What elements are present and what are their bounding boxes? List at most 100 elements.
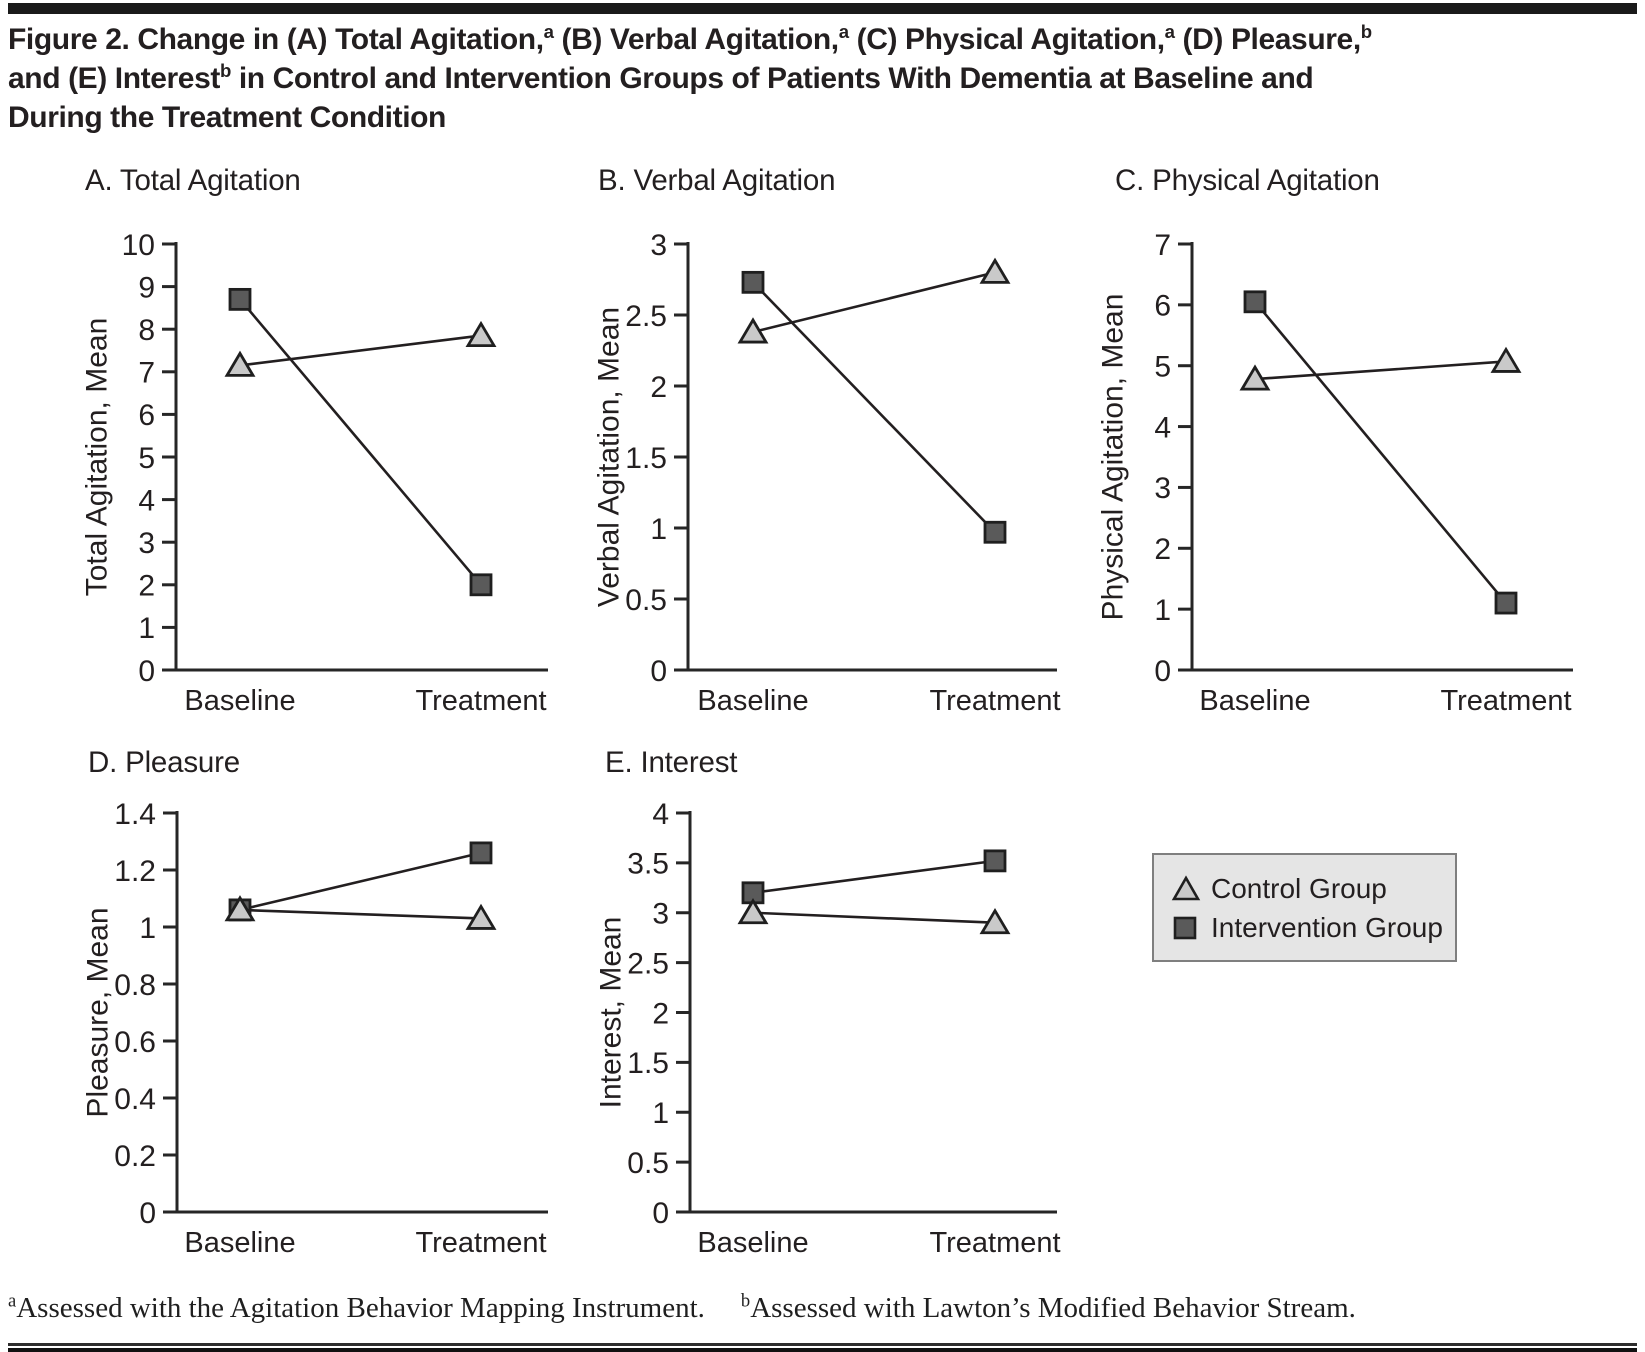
- y-tick-label: 1.2: [114, 855, 156, 888]
- triangle-marker: [1239, 364, 1271, 391]
- y-tick-label: 2: [652, 997, 669, 1030]
- legend-label: Intervention Group: [1211, 911, 1443, 943]
- y-tick-label: 3: [652, 898, 669, 931]
- square-glyph: [1173, 916, 1197, 939]
- panel-title-a: A. Total Agitation: [85, 164, 301, 197]
- series-line-square: [1254, 300, 1507, 604]
- footnote-superscript: b: [740, 1290, 751, 1311]
- y-tick-label: 1.5: [625, 442, 667, 475]
- footnote-superscript: a: [8, 1290, 17, 1311]
- y-tick-label: 1: [1154, 594, 1171, 627]
- y-tick-label: 0.5: [625, 584, 667, 617]
- title-superscript: b: [1360, 21, 1372, 42]
- figure-title: Figure 2. Change in (A) Total Agitation,…: [8, 20, 1640, 137]
- y-tick-label: 0: [652, 1197, 669, 1230]
- y-axis-label: Total Agitation, Mean: [81, 318, 114, 597]
- x-category-label: Baseline: [697, 685, 808, 717]
- series-line-triangle: [752, 911, 996, 925]
- y-tick-label: 0: [650, 655, 667, 688]
- triangle-marker: [737, 317, 769, 344]
- top-rule: [8, 3, 1637, 14]
- y-tick-label: 9: [138, 271, 155, 304]
- series-line-triangle: [239, 334, 482, 367]
- y-tick-label: 3: [1154, 472, 1171, 505]
- y-tick-label: 5: [1154, 351, 1171, 384]
- square-marker: [983, 520, 1007, 544]
- y-tick-label: 7: [1154, 229, 1171, 262]
- panel-title-e: E. Interest: [605, 746, 738, 779]
- y-tick-label: 0.5: [627, 1147, 669, 1180]
- y-tick-label: 1.4: [114, 798, 156, 831]
- y-tick-label: 2.5: [627, 947, 669, 980]
- triangle-marker: [465, 903, 497, 930]
- chart-d: 0 0.2 0.4 0.6 0.8 1 1.2 1.4 Pleasure, Mean Baseli…: [82, 798, 548, 1259]
- title-superscript: a: [543, 21, 554, 42]
- y-tick-label: 0.6: [114, 1026, 156, 1059]
- legend: Control Group Intervention Group: [1152, 853, 1457, 962]
- axis-lines: [686, 242, 1057, 672]
- x-category-label: Baseline: [1199, 685, 1310, 717]
- footnote: aAssessed with the Agitation Behavior Ma…: [8, 1290, 1638, 1325]
- chart-a: 0 1 2 3 4 5 6 7 8 9 10 Total Agitation, Mean Baselin…: [81, 229, 548, 717]
- y-tick-label: 1: [650, 513, 667, 546]
- y-tick-label: 4: [1154, 411, 1171, 444]
- chart-e: 0 0.5 1 1.5 2 2.5 3 3.5 4 Interest, Mean Baseline T…: [595, 798, 1061, 1259]
- y-axis-label: Verbal Agitation, Mean: [593, 307, 626, 607]
- title-segment: in Control and Intervention Groups of Pa…: [230, 62, 1314, 95]
- panel-title-d: D. Pleasure: [88, 746, 240, 779]
- triangle-marker: [1490, 346, 1522, 373]
- y-tick-label: 1.5: [627, 1047, 669, 1080]
- y-axis-label: Pleasure, Mean: [82, 907, 115, 1117]
- legend-item-intervention-group: Intervention Group: [1170, 908, 1455, 947]
- figure-title-line: and (E) Interestb in Control and Interve…: [8, 59, 1640, 98]
- title-segment: (D) Pleasure,: [1174, 23, 1362, 56]
- series-line-triangle: [239, 908, 482, 920]
- square-marker: [228, 287, 252, 311]
- y-tick-label: 10: [122, 229, 155, 262]
- figure-title-line: Figure 2. Change in (A) Total Agitation,…: [8, 20, 1640, 59]
- y-tick-label: 2: [138, 570, 155, 603]
- y-tick-label: 2: [650, 371, 667, 404]
- title-superscript: a: [1164, 21, 1175, 42]
- x-category-label: Baseline: [184, 685, 295, 717]
- y-tick-label: 2.5: [625, 300, 667, 333]
- y-tick-label: 8: [138, 314, 155, 347]
- triangle-marker: [1171, 874, 1201, 900]
- y-tick-label: 5: [138, 442, 155, 475]
- y-tick-label: 6: [138, 399, 155, 432]
- square-marker: [469, 573, 493, 597]
- footnote-text: Assessed with Lawton’s Modified Behavior…: [750, 1291, 1356, 1324]
- y-tick-label: 1: [139, 912, 156, 945]
- y-axis-label: Physical Agitation, Mean: [1097, 294, 1130, 621]
- y-tick-label: 7: [138, 357, 155, 390]
- y-tick-label: 3.5: [627, 848, 669, 881]
- series-line-triangle: [1254, 360, 1507, 381]
- square-marker: [983, 849, 1007, 873]
- y-tick-label: 4: [138, 484, 155, 517]
- triangle-marker: [465, 320, 497, 347]
- panel-title-b: B. Verbal Agitation: [598, 164, 836, 197]
- x-category-label: Treatment: [415, 1227, 546, 1259]
- x-category-label: Baseline: [184, 1227, 295, 1259]
- x-category-label: Treatment: [929, 685, 1060, 717]
- series-line-square: [752, 281, 996, 534]
- square-marker-icon: [1170, 914, 1202, 942]
- title-segment: During the Treatment Condition: [8, 101, 446, 134]
- y-tick-label: 0: [139, 1197, 156, 1230]
- legend-item-control-group: Control Group: [1170, 869, 1455, 908]
- y-axis-label: Interest, Mean: [595, 917, 628, 1109]
- x-category-label: Treatment: [415, 685, 546, 717]
- title-segment: (B) Verbal Agitation,: [553, 23, 840, 56]
- triangle-marker: [979, 907, 1011, 935]
- chart-b: 0 0.5 1 1.5 2 2.5 3 Verbal Agitation, Mean Basel…: [593, 229, 1061, 717]
- x-category-label: Treatment: [1440, 685, 1571, 717]
- square-marker: [1173, 916, 1197, 939]
- figure-title-line: During the Treatment Condition: [8, 98, 1640, 137]
- y-tick-label: 0: [138, 655, 155, 688]
- chart-c: 0 1 2 3 4 5 6 7 Physical Agitation, Mean Baseline…: [1097, 229, 1573, 717]
- y-tick-label: 3: [650, 229, 667, 262]
- title-segment: and (E) Interest: [8, 62, 220, 95]
- title-superscript: b: [219, 60, 231, 81]
